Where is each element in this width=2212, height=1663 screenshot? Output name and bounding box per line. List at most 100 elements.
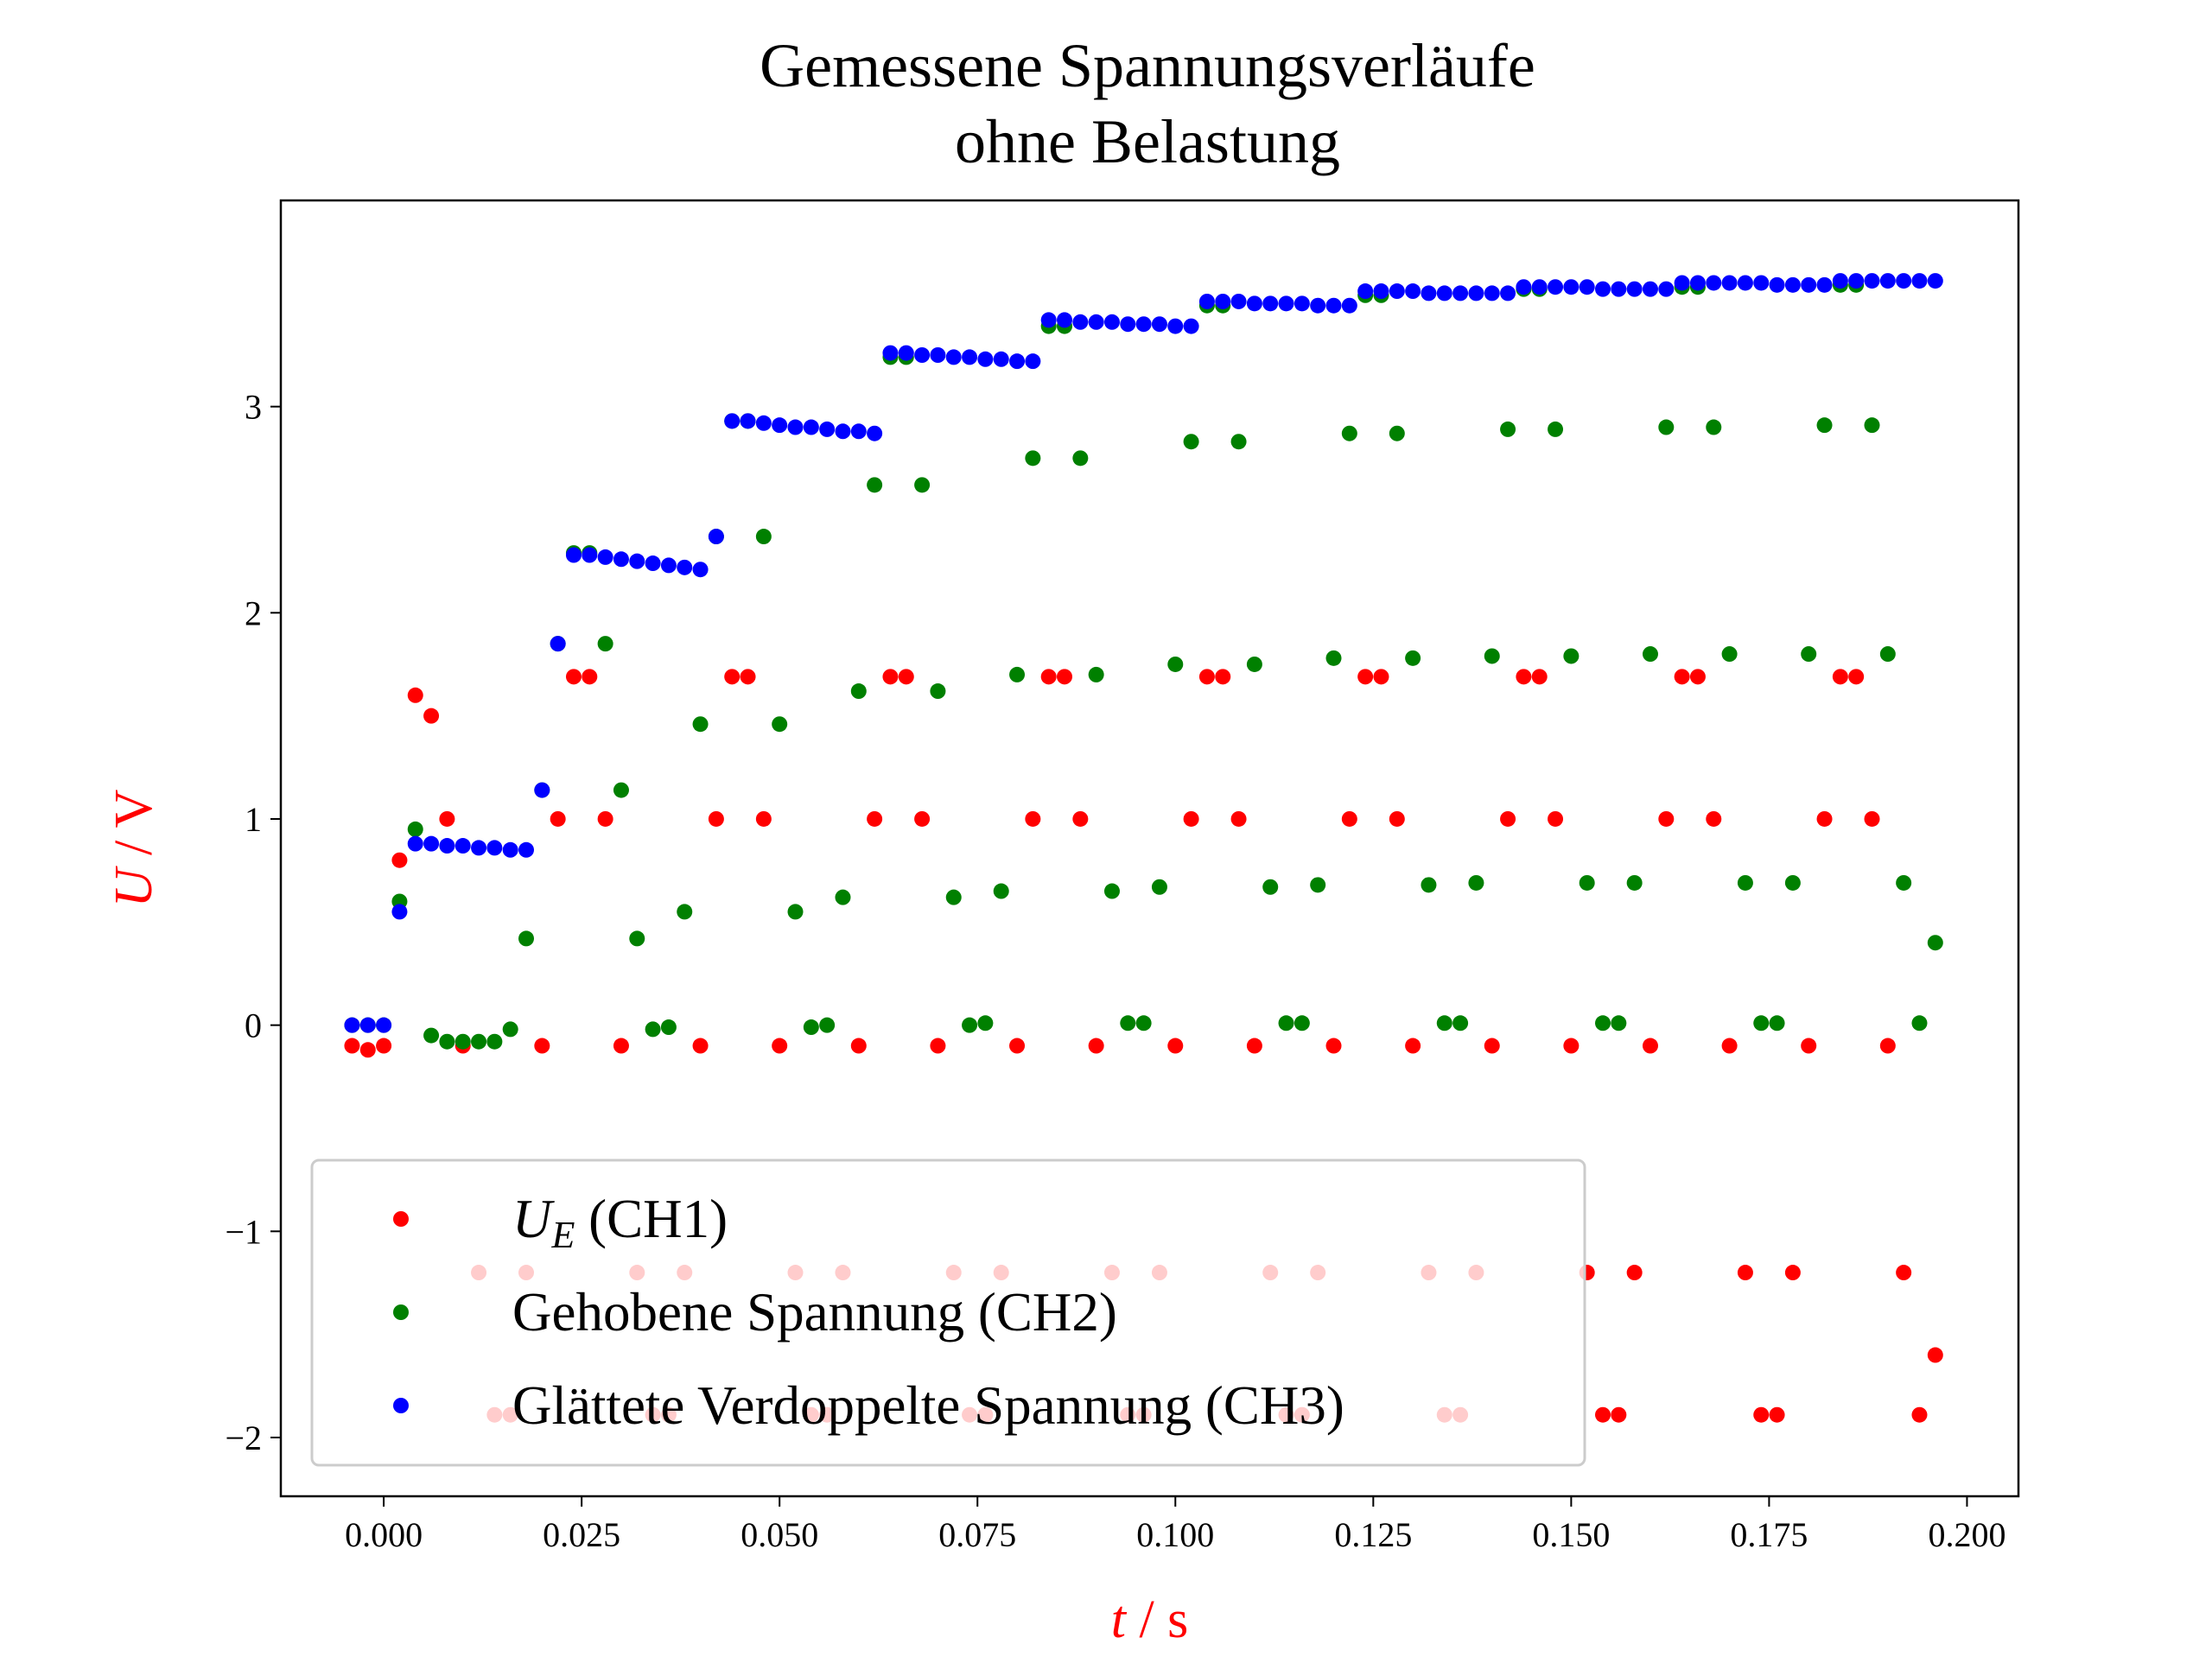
data-point — [1009, 666, 1026, 682]
data-point — [1103, 883, 1120, 899]
data-point — [1230, 293, 1247, 309]
data-point — [1373, 283, 1389, 300]
data-point — [1040, 669, 1057, 685]
data-point — [945, 889, 962, 905]
y-tick-label: 1 — [245, 800, 262, 839]
data-point — [962, 1017, 978, 1033]
data-point — [1357, 669, 1374, 685]
data-point — [1500, 421, 1516, 437]
data-point — [819, 421, 836, 437]
data-point — [1927, 1347, 1943, 1363]
data-point — [1658, 810, 1675, 827]
data-point — [819, 1017, 836, 1033]
data-point — [1531, 279, 1548, 295]
data-point — [1088, 314, 1104, 330]
data-point — [1468, 874, 1484, 891]
data-point — [882, 345, 899, 361]
data-point — [930, 1038, 946, 1054]
data-point — [914, 346, 931, 363]
data-point — [439, 810, 455, 827]
data-point — [1927, 273, 1943, 289]
data-point — [1405, 1038, 1421, 1054]
data-point — [439, 1033, 455, 1050]
data-point — [391, 852, 408, 868]
data-point — [1215, 293, 1231, 309]
y-tick-label: 2 — [245, 593, 262, 632]
data-point — [1389, 425, 1405, 441]
data-point — [518, 841, 535, 858]
y-tick-label: −2 — [225, 1419, 262, 1457]
data-point — [1642, 1038, 1658, 1054]
data-point — [1310, 297, 1326, 314]
data-point — [565, 669, 582, 685]
legend-label: Glättete Verdoppelte Spannung (CH3) — [512, 1375, 1344, 1436]
data-point — [755, 810, 772, 827]
data-point — [1816, 810, 1833, 827]
data-point — [708, 529, 724, 545]
data-point — [1595, 1406, 1611, 1423]
data-point — [1832, 273, 1848, 289]
legend-label: Gehobene Spannung (CH2) — [512, 1282, 1117, 1342]
data-point — [1611, 1406, 1627, 1423]
data-point — [1484, 648, 1500, 664]
data-point — [550, 636, 566, 652]
data-point — [550, 810, 566, 827]
data-point — [867, 425, 883, 441]
x-tick-label: 0.150 — [1532, 1515, 1610, 1554]
data-point — [1769, 1406, 1785, 1423]
data-point — [1183, 318, 1199, 334]
data-point — [1025, 353, 1041, 370]
data-point — [1579, 279, 1595, 295]
data-point — [582, 547, 598, 563]
data-point — [1009, 353, 1026, 370]
data-point — [471, 840, 487, 856]
data-point — [1801, 646, 1817, 663]
data-point — [1341, 425, 1357, 441]
data-point — [629, 553, 645, 569]
data-point — [1500, 285, 1516, 301]
data-point — [1262, 879, 1279, 895]
data-point — [645, 1021, 661, 1038]
data-point — [1769, 276, 1785, 293]
data-point — [1816, 276, 1833, 293]
chart-title: ohne Belastung — [955, 107, 1340, 176]
data-point — [471, 1033, 487, 1050]
data-point — [803, 1019, 819, 1036]
data-point — [1072, 314, 1089, 330]
x-tick-label: 0.175 — [1730, 1515, 1808, 1554]
chart-title: Gemessene Spannungsverläufe — [760, 31, 1535, 100]
data-point — [724, 669, 741, 685]
data-point — [1689, 275, 1706, 291]
data-point — [1721, 646, 1738, 663]
data-point — [1563, 648, 1580, 664]
data-point — [867, 477, 883, 493]
data-point — [1103, 314, 1120, 330]
data-point — [454, 1033, 471, 1050]
data-point — [1548, 421, 1564, 437]
data-point — [1183, 810, 1199, 827]
data-point — [835, 889, 851, 905]
data-point — [1088, 666, 1104, 682]
data-point — [407, 821, 423, 837]
data-point — [1737, 275, 1753, 291]
data-point — [1721, 1038, 1738, 1054]
x-tick-label: 0.050 — [741, 1515, 818, 1554]
y-tick-label: 3 — [245, 388, 262, 427]
x-tick-label: 0.075 — [938, 1515, 1016, 1554]
data-point — [1436, 285, 1452, 301]
data-point — [962, 349, 978, 365]
data-point — [1436, 1015, 1452, 1031]
data-point — [1896, 1265, 1912, 1281]
data-point — [1784, 276, 1801, 293]
data-point — [1706, 275, 1722, 291]
data-point — [1167, 318, 1184, 334]
legend-label: UE (CH1) — [512, 1189, 728, 1256]
x-axis-label: t / s — [1111, 1590, 1189, 1649]
data-point — [1879, 646, 1896, 663]
data-point — [1674, 275, 1690, 291]
data-point — [1784, 1265, 1801, 1281]
data-point — [692, 716, 709, 733]
data-point — [993, 351, 1009, 367]
data-point — [1579, 874, 1595, 891]
data-point — [1595, 281, 1611, 297]
